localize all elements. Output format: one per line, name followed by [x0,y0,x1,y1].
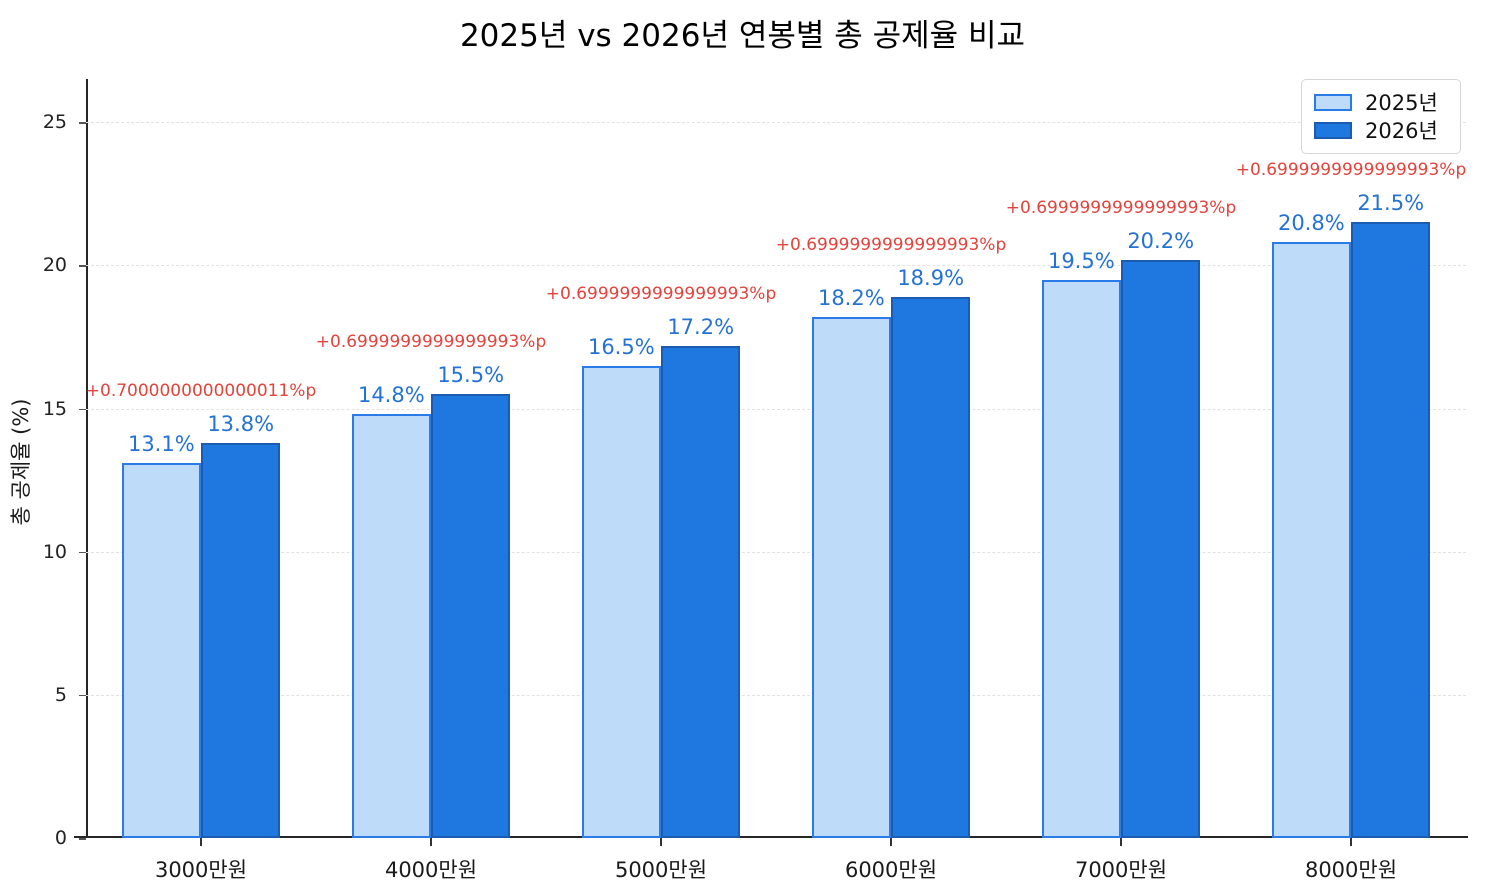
bar-value-label-2025: 16.5% [587,334,655,359]
bar-value-label-2026: 18.9% [897,265,965,290]
bar-value-label-2025: 14.8% [357,383,425,408]
bar-2026[interactable] [201,442,281,838]
bar-2025[interactable] [121,462,201,838]
gridline [86,551,1466,553]
y-axis-label: 총 공제율 (%) [9,398,33,525]
bar-2026[interactable] [1121,259,1201,838]
bar-2026[interactable] [661,345,741,838]
x-tick-mark [1350,838,1352,846]
bar-2026[interactable] [431,394,511,838]
x-tick-mark [1120,838,1122,846]
legend-item-2026[interactable]: 2026년 [1314,116,1448,144]
bar-value-label-2025: 13.1% [127,431,195,456]
delta-annotation: +0.6999999999999993%p [545,283,777,304]
gridline [86,408,1466,410]
x-tick-label: 5000만원 [614,858,708,882]
x-tick-label: 3000만원 [154,858,248,882]
bar-value-label-2026: 13.8% [207,411,275,436]
x-tick-mark [660,838,662,846]
y-tick-mark [79,408,86,411]
y-tick-label: 5 [54,683,67,706]
y-tick-mark [79,551,86,554]
bar-2025[interactable] [1271,242,1351,838]
y-tick-mark [79,694,86,697]
bar-2025[interactable] [351,414,431,838]
bar-2025[interactable] [1041,279,1121,838]
bar-value-label-2025: 19.5% [1047,248,1115,273]
chart-legend[interactable]: 2025년 2026년 [1301,79,1461,154]
bar-2025[interactable] [581,365,661,838]
y-tick-label: 10 [42,540,67,563]
bar-value-label-2025: 20.8% [1277,211,1345,236]
y-tick-label: 0 [54,827,67,849]
x-tick-mark [890,838,892,846]
delta-annotation: +0.6999999999999993%p [775,234,1007,255]
gridline [86,265,1466,267]
bar-value-label-2025: 18.2% [817,285,885,310]
bar-value-label-2026: 21.5% [1357,191,1425,216]
bar-value-label-2026: 15.5% [437,363,505,388]
legend-swatch-icon-2025 [1314,93,1352,111]
y-tick-mark [79,122,86,124]
y-tick-label: 25 [42,111,67,134]
bar-value-label-2026: 17.2% [667,314,735,339]
gridline [86,122,1466,124]
y-tick-mark [79,838,86,840]
x-tick-label: 8000만원 [1304,858,1398,882]
legend-label-2026: 2026년 [1365,119,1438,143]
bar-2025[interactable] [811,316,891,838]
bar-value-label-2026: 20.2% [1127,228,1195,253]
delta-annotation: +0.6999999999999993%p [1235,160,1467,181]
chart-title: 2025년 vs 2026년 연봉별 총 공제율 비교 [459,18,1026,54]
plot-area: 0 5 10 15 20 25 3000만원 4000만원 5000만원 6000만원 7000만… [9,79,1468,882]
delta-annotation: +0.7000000000000011%p [85,380,317,401]
gridline [86,694,1466,696]
y-tick-mark [79,265,86,267]
y-tick-label: 20 [42,254,67,277]
y-axis-spine [86,79,88,838]
legend-item-2025[interactable]: 2025년 [1314,88,1448,116]
bar-2026[interactable] [1351,222,1431,838]
legend-swatch-icon-2026 [1314,121,1352,139]
delta-annotation: +0.6999999999999993%p [315,332,547,353]
bar-2026[interactable] [891,296,971,838]
delta-annotation: +0.6999999999999993%p [1005,197,1237,218]
x-axis-spine [74,836,1468,838]
x-tick-label: 6000만원 [844,858,938,882]
x-tick-mark [200,838,202,846]
x-tick-label: 7000만원 [1074,858,1168,882]
x-tick-label: 4000만원 [384,858,478,882]
y-tick-label: 15 [42,397,67,420]
legend-label-2025: 2025년 [1365,91,1438,115]
x-tick-mark [430,838,432,846]
